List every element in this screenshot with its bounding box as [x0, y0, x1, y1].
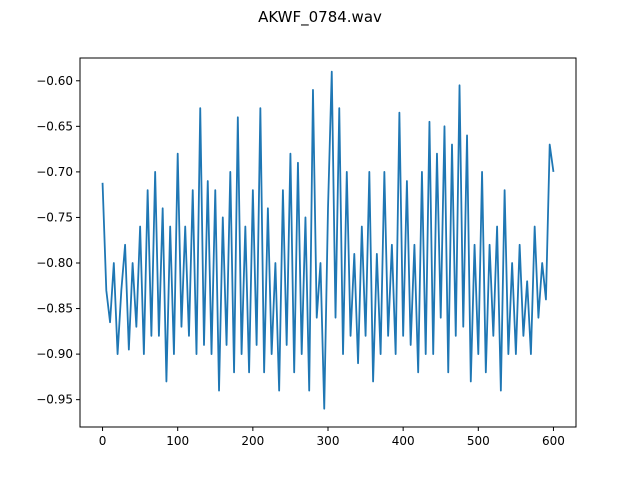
- series-line: [101, 70, 555, 410]
- x-tick-label: 300: [317, 434, 340, 448]
- x-axis: 0 100 200 300 400 500 600: [99, 427, 565, 448]
- y-tick-label: −0.60: [36, 74, 73, 88]
- plot-area: [79, 57, 577, 428]
- x-tick-label: 500: [467, 434, 490, 448]
- y-tick-label: −0.95: [36, 393, 73, 407]
- y-tick-label: −0.90: [36, 347, 73, 361]
- y-tick-label: −0.75: [36, 210, 73, 224]
- x-tick-label: 400: [392, 434, 415, 448]
- y-tick-label: −0.80: [36, 256, 73, 270]
- x-tick-label: 0: [99, 434, 107, 448]
- x-tick-label: 100: [166, 434, 189, 448]
- x-tick-label: 200: [241, 434, 264, 448]
- y-axis: −0.95 −0.90 −0.85 −0.80 −0.75 −0.70 −0.65 −0.60: [36, 74, 80, 407]
- series-layer: [101, 70, 555, 410]
- y-tick-label: −0.70: [36, 165, 73, 179]
- y-tick-label: −0.85: [36, 302, 73, 316]
- x-tick-label: 600: [542, 434, 565, 448]
- chart-title: AKWF_0784.wav: [258, 8, 382, 27]
- y-tick-label: −0.65: [36, 119, 73, 133]
